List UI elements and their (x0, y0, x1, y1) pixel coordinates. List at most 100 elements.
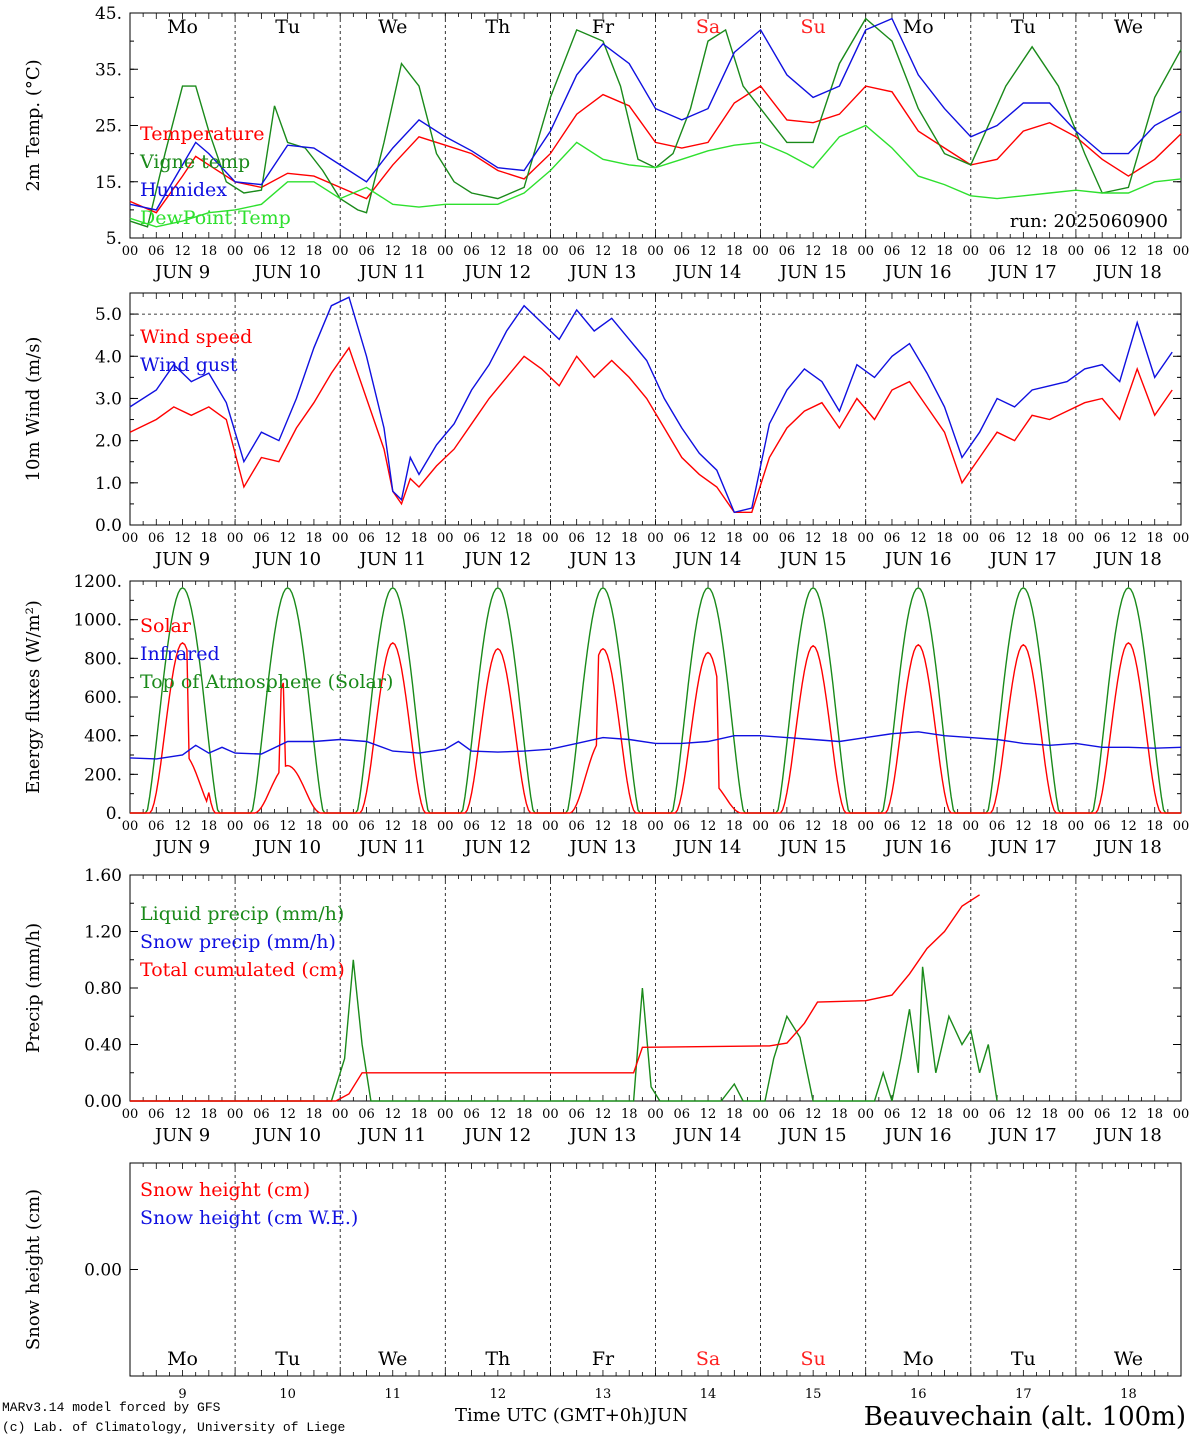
hour-label: 18 (831, 244, 848, 259)
date-label: JUN 15 (778, 1125, 847, 1146)
hour-label: 00 (752, 531, 769, 546)
series-line (130, 894, 980, 1102)
hour-label: 00 (332, 819, 349, 834)
hour-label: 18 (621, 531, 638, 546)
legend-entry: Top of Atmosphere (Solar) (140, 671, 393, 693)
hour-label: 00 (963, 819, 980, 834)
hour-label: 06 (989, 244, 1006, 259)
hour-label: 06 (568, 1107, 585, 1122)
hour-label: 06 (1094, 819, 1111, 834)
day-number: 10 (279, 1387, 296, 1402)
legend-entry: Vigne temp (139, 151, 250, 173)
series-line (129, 17, 1182, 211)
y-tick-label: 35. (95, 60, 122, 80)
hour-label: 06 (463, 819, 480, 834)
hour-label: 18 (516, 531, 533, 546)
date-label: JUN 16 (883, 549, 952, 570)
hour-label: 00 (227, 244, 244, 259)
hour-label: 06 (884, 819, 901, 834)
hour-label: 18 (411, 531, 428, 546)
hour-label: 18 (516, 1107, 533, 1122)
hour-label: 18 (936, 819, 953, 834)
date-label: JUN 14 (673, 837, 742, 858)
day-name-bottom: We (1114, 1348, 1143, 1370)
day-name-top: We (1114, 16, 1143, 38)
y-tick-label: 1200. (73, 572, 122, 592)
date-label: JUN 13 (568, 549, 637, 570)
hour-label: 00 (857, 819, 874, 834)
hour-label: 12 (490, 531, 507, 546)
hour-label: 00 (963, 531, 980, 546)
hour-label: 06 (253, 531, 270, 546)
panel-2 (129, 292, 1182, 526)
series-line (130, 642, 1181, 814)
date-label: JUN 15 (778, 549, 847, 570)
hour-label: 18 (411, 244, 428, 259)
hour-label: 06 (779, 819, 796, 834)
hour-label: 06 (884, 244, 901, 259)
hour-label: 18 (726, 244, 743, 259)
hour-label: 00 (752, 1107, 769, 1122)
y-axis-label: 10m Wind (m/s) (23, 337, 44, 482)
y-tick-label: 1.20 (84, 923, 122, 943)
hour-label: 12 (910, 244, 927, 259)
hour-label: 00 (227, 531, 244, 546)
y-tick-label: 400. (84, 727, 122, 747)
hour-label: 18 (1146, 531, 1163, 546)
y-tick-label: 4.0 (95, 347, 122, 367)
hour-label: 06 (358, 244, 375, 259)
hour-label: 12 (805, 1107, 822, 1122)
y-tick-label: 2.0 (95, 432, 122, 452)
hour-label: 00 (647, 1107, 664, 1122)
hour-label: 18 (1041, 1107, 1058, 1122)
hour-label: 12 (1120, 1107, 1137, 1122)
date-label: JUN 11 (357, 837, 426, 858)
date-label: JUN 18 (1093, 549, 1162, 570)
hour-label: 00 (122, 1107, 139, 1122)
date-label: JUN 18 (1093, 262, 1162, 283)
day-name-top: Fr (592, 16, 615, 38)
hour-label: 18 (726, 819, 743, 834)
legend-entry: Wind speed (140, 326, 252, 348)
hour-label: 18 (831, 819, 848, 834)
day-number: 9 (178, 1387, 186, 1402)
date-label: JUN 18 (1093, 837, 1162, 858)
hour-label: 12 (1120, 531, 1137, 546)
day-name-bottom: Th (485, 1348, 510, 1370)
hour-label: 12 (1120, 819, 1137, 834)
hour-label: 12 (700, 819, 717, 834)
date-label: JUN 10 (252, 262, 321, 283)
panel-3 (129, 580, 1182, 814)
hour-label: 18 (306, 531, 323, 546)
hour-label: 18 (201, 244, 218, 259)
x-axis-title-text: Time UTC (GMT+0h) (455, 1405, 650, 1426)
date-label: JUN 11 (357, 262, 426, 283)
hour-label: 00 (857, 244, 874, 259)
hour-label: 12 (1015, 531, 1032, 546)
day-name-bottom: Tu (275, 1348, 300, 1370)
credit-lab: (c) Lab. of Climatology, University of L… (2, 1420, 346, 1435)
hour-label: 12 (595, 819, 612, 834)
hour-label: 18 (1041, 819, 1058, 834)
hour-label: 12 (1015, 244, 1032, 259)
hour-label: 18 (411, 1107, 428, 1122)
y-tick-label: 1.0 (95, 474, 122, 494)
legend-entry: Solar (140, 615, 192, 637)
hour-label: 18 (201, 1107, 218, 1122)
hour-label: 06 (1094, 244, 1111, 259)
hour-label: 18 (936, 1107, 953, 1122)
hour-label: 12 (595, 1107, 612, 1122)
hour-label: 18 (726, 531, 743, 546)
day-name-top: Sa (696, 16, 720, 38)
hour-label: 12 (595, 244, 612, 259)
panel-5 (129, 1162, 1182, 1377)
hour-label: 00 (542, 1107, 559, 1122)
y-tick-label: 1.60 (84, 866, 122, 886)
hour-label: 00 (332, 244, 349, 259)
hour-label: 06 (1094, 1107, 1111, 1122)
legend-entry: DewPoint Temp (140, 207, 291, 229)
hour-label: 18 (621, 244, 638, 259)
hour-label: 00 (437, 1107, 454, 1122)
date-label: JUN 18 (1093, 1125, 1162, 1146)
